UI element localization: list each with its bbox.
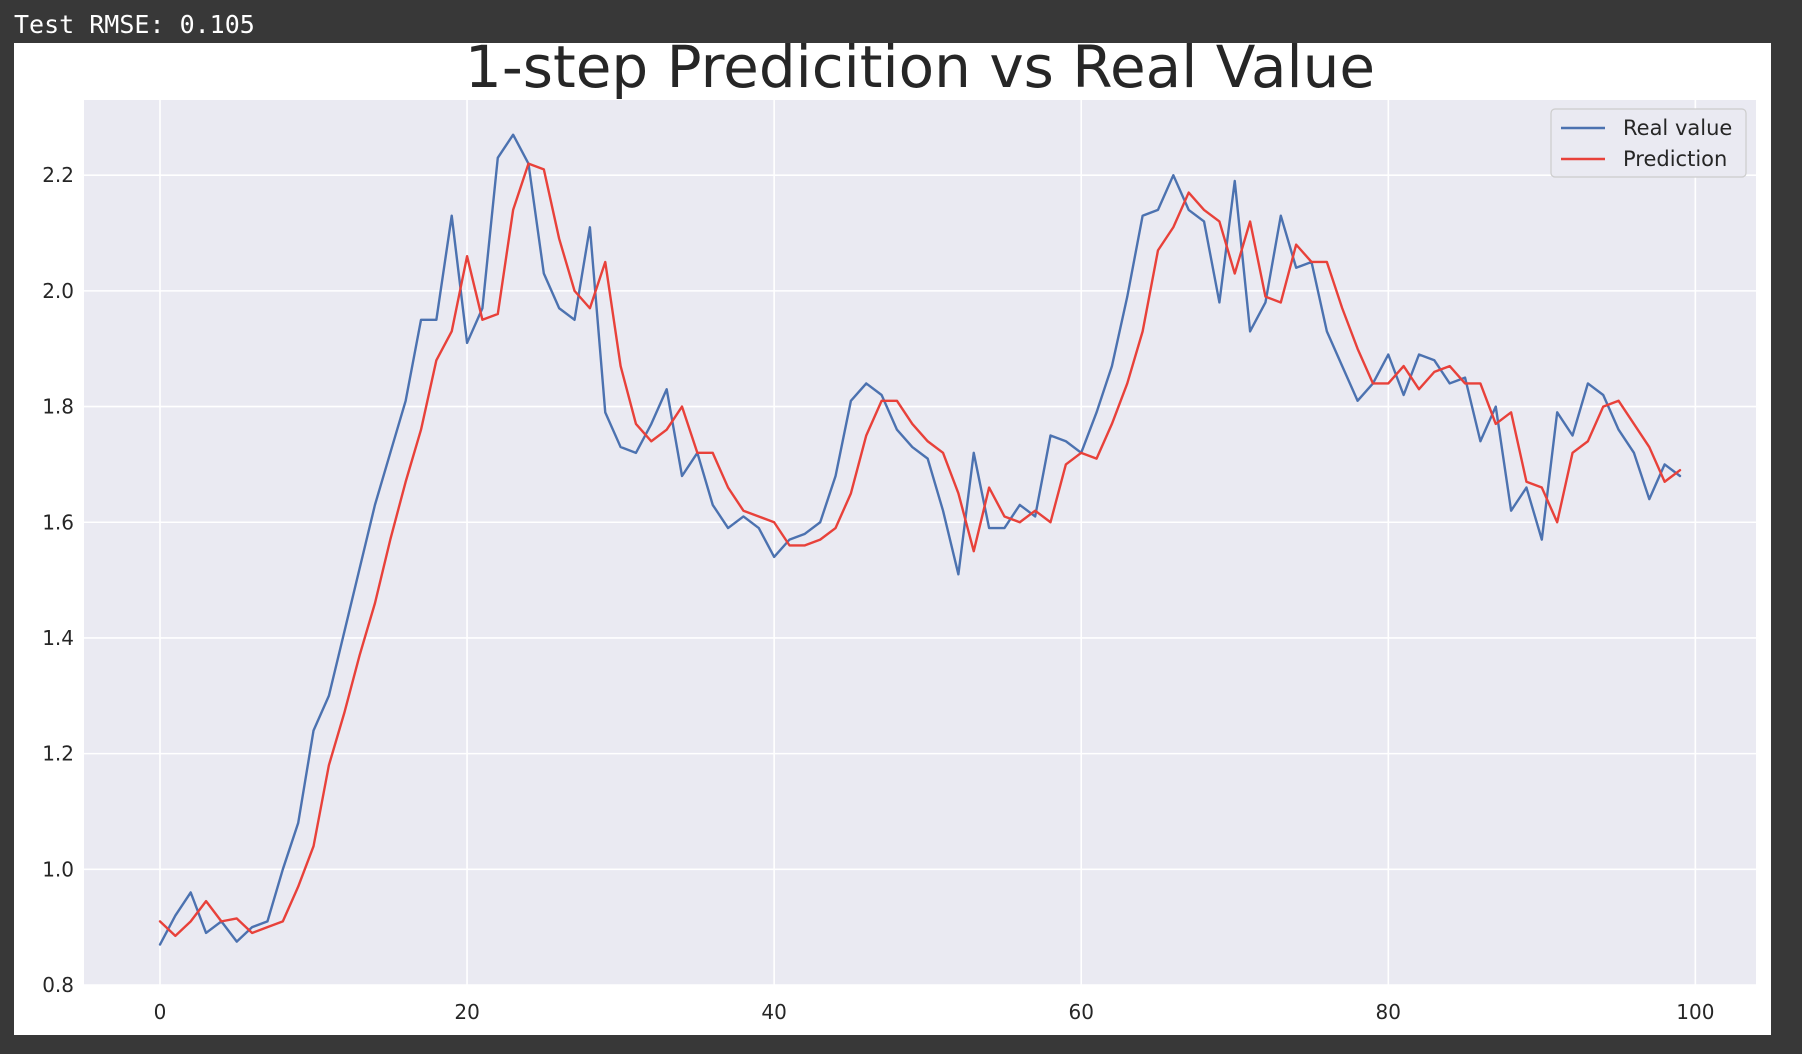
x-tick-label: 20 <box>454 1000 479 1024</box>
series-lines <box>158 133 1682 946</box>
x-tick-label: 60 <box>1068 1000 1093 1024</box>
plot-area <box>84 100 1756 985</box>
y-tick-label: 1.8 <box>42 395 74 419</box>
chart-title: 1-step Predicition vs Real Value <box>465 43 1375 101</box>
legend: Real value Prediction <box>1550 108 1747 178</box>
series-line-real-value <box>158 133 1682 946</box>
line-chart: 1-step Predicition vs Real Value 0 20 40 60… <box>42 43 1756 1024</box>
tick-labels: 0 20 40 60 80 100 0.8 1.0 1.2 1.4 1.6 1.8 2.0 2.2 <box>42 163 1714 1024</box>
y-tick-label: 0.8 <box>42 973 74 997</box>
series-line-prediction <box>158 162 1682 938</box>
y-tick-label: 1.4 <box>42 626 74 650</box>
grid-lines <box>84 100 1756 986</box>
x-tick-label: 100 <box>1676 1000 1714 1024</box>
y-tick-label: 2.0 <box>42 279 74 303</box>
x-tick-label: 0 <box>154 1000 167 1024</box>
x-tick-label: 80 <box>1376 1000 1401 1024</box>
y-tick-label: 1.6 <box>42 510 74 534</box>
figure-panel: 1-step Predicition vs Real Value 0 20 40 60… <box>14 43 1771 1035</box>
y-tick-label: 1.2 <box>42 742 74 766</box>
y-tick-label: 2.2 <box>42 163 74 187</box>
x-tick-label: 40 <box>761 1000 786 1024</box>
y-tick-label: 1.0 <box>42 857 74 881</box>
legend-label-prediction: Prediction <box>1623 147 1727 171</box>
console-output-text: Test RMSE: 0.105 <box>14 10 255 39</box>
legend-label-real-value: Real value <box>1623 116 1732 140</box>
